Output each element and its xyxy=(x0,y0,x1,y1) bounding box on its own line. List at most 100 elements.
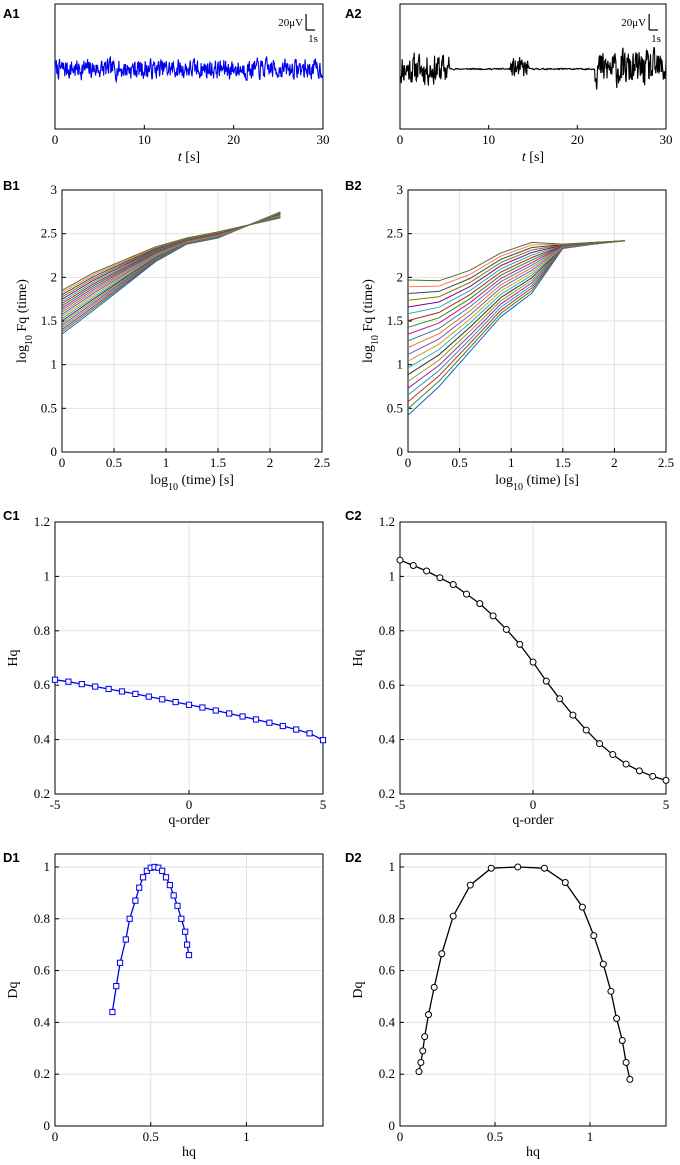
fq-series-line xyxy=(407,240,625,416)
x-tick-label: 1 xyxy=(508,455,515,470)
fq-series-line xyxy=(407,240,625,389)
data-point xyxy=(109,1008,116,1016)
y-axis-label: log10 Fq (time) xyxy=(15,279,35,363)
data-point xyxy=(266,719,273,726)
data-point xyxy=(622,760,630,768)
data-point xyxy=(212,707,219,714)
data-point xyxy=(113,983,120,990)
y-tick-label: 0.6 xyxy=(34,677,51,692)
x-axis-label: t [s] xyxy=(522,150,544,165)
data-point xyxy=(502,625,510,633)
y-tick-label: 0.8 xyxy=(379,623,395,638)
x-tick-label: 0.5 xyxy=(451,455,467,470)
y-tick-label: 1 xyxy=(397,357,404,372)
y-tick-label: 0 xyxy=(51,444,58,459)
x-tick-label: 2 xyxy=(267,455,274,470)
panel-a2: A2 0 10 20 30 20μV 1s t [s] xyxy=(345,3,673,165)
scale-bar-amplitude-label: 20μV xyxy=(621,17,646,29)
y-tick-label: 1 xyxy=(44,859,51,874)
panel-label: C2 xyxy=(345,508,362,523)
data-point xyxy=(569,711,577,719)
data-point xyxy=(174,902,181,909)
data-point xyxy=(561,878,569,886)
data-point xyxy=(540,864,548,872)
data-point xyxy=(514,863,522,871)
y-axis-label: Hq xyxy=(351,649,366,666)
x-tick-label: 0.5 xyxy=(487,1129,503,1144)
data-point xyxy=(183,941,191,948)
x-tick-label: 10 xyxy=(138,132,151,147)
data-point xyxy=(436,574,444,582)
fq-series-line xyxy=(407,240,625,376)
data-point xyxy=(582,726,590,734)
data-point xyxy=(105,685,112,693)
y-tick-label: 1.2 xyxy=(34,514,50,529)
x-tick-label: 0 xyxy=(405,455,412,470)
data-point xyxy=(132,690,139,698)
y-tick-label: 0.2 xyxy=(379,1066,395,1081)
y-tick-label: 0 xyxy=(397,444,404,459)
x-tick-label: 1.5 xyxy=(210,455,226,470)
x-tick-label: 2 xyxy=(611,455,618,470)
fq-series-line xyxy=(407,240,625,282)
data-point xyxy=(635,767,643,775)
panel-label: D2 xyxy=(345,850,362,865)
data-point xyxy=(578,903,586,911)
data-point xyxy=(529,658,537,666)
fq-series-line xyxy=(61,213,281,304)
x-tick-label: 0 xyxy=(52,132,59,147)
x-tick-label: 5 xyxy=(320,797,327,812)
data-point xyxy=(126,915,133,922)
x-tick-label: 30 xyxy=(317,132,330,147)
data-point xyxy=(185,701,193,708)
data-point xyxy=(590,932,598,940)
x-tick-label: 1 xyxy=(243,1129,250,1144)
data-point xyxy=(609,751,617,759)
data-point xyxy=(239,713,246,720)
data-point xyxy=(409,562,417,570)
panel-label: B1 xyxy=(3,178,20,193)
data-point xyxy=(155,864,162,871)
x-tick-label: 0 xyxy=(530,797,537,812)
y-axis-label: log10 Fq (time) xyxy=(361,279,381,363)
fq-series-line xyxy=(61,213,281,309)
x-tick-label: 2.5 xyxy=(314,455,330,470)
y-tick-label: 2 xyxy=(51,269,58,284)
data-point xyxy=(417,1059,425,1067)
panel-label: D1 xyxy=(3,850,20,865)
data-point xyxy=(226,710,233,717)
y-tick-label: 2 xyxy=(397,269,404,284)
y-axis-label: Dq xyxy=(351,981,366,998)
data-point xyxy=(438,950,446,958)
y-tick-label: 1.5 xyxy=(387,313,403,328)
panel-c2: C2 -5 0 5 0.2 0.4 0.6 0.8 1 1.2 q-order Hq xyxy=(345,508,670,828)
data-point xyxy=(279,722,286,730)
x-tick-label: 0.5 xyxy=(106,455,122,470)
data-point xyxy=(293,726,300,733)
x-axis-label: q-order xyxy=(168,813,210,828)
y-tick-label: 1 xyxy=(51,357,58,372)
y-axis-label: Hq xyxy=(6,649,21,666)
data-point xyxy=(136,884,143,891)
data-point xyxy=(556,695,564,703)
x-tick-label: 0 xyxy=(52,1129,59,1144)
y-tick-label: 0 xyxy=(44,1118,51,1133)
data-point xyxy=(396,556,404,564)
y-tick-label: 0.6 xyxy=(379,677,396,692)
panel-a1: A1 0 10 20 30 20μV 1s t [s] xyxy=(3,3,330,165)
panel-c1: C1 -5 0 5 0.2 0.4 0.6 0.8 1 1.2 q-order Hq xyxy=(3,508,326,828)
x-tick-label: 0.5 xyxy=(143,1129,159,1144)
data-point xyxy=(145,693,152,700)
data-point xyxy=(172,698,179,706)
x-axis-label: t [s] xyxy=(178,150,200,165)
fq-series-line xyxy=(407,240,625,396)
y-tick-label: 0.2 xyxy=(34,1066,50,1081)
plot-frame xyxy=(399,853,667,1127)
y-tick-label: 0.8 xyxy=(34,911,50,926)
data-point xyxy=(116,959,124,966)
signal-trace xyxy=(54,55,324,84)
scale-bar-time-label: 1s xyxy=(651,33,661,45)
y-tick-label: 0 xyxy=(389,1118,396,1133)
panel-b2: B2 0 0.5 1 1.5 2 2.5 0 0.5 1 1.5 2 2.5 3 log10 (time) … xyxy=(345,178,674,493)
data-point xyxy=(162,874,170,881)
